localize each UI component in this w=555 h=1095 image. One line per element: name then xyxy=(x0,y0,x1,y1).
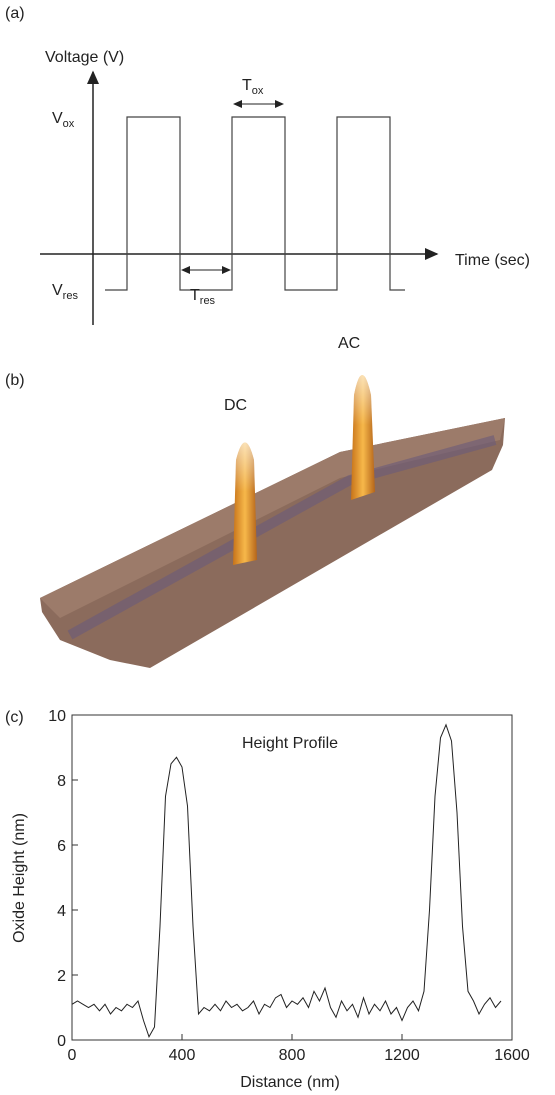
x-tick-label: 1600 xyxy=(494,1047,530,1064)
panel-c: (c) Height Profile Distance (nm) Oxide H… xyxy=(5,708,530,1091)
v-ox-label: Vox xyxy=(52,110,75,130)
ac-peak-shine xyxy=(351,375,375,500)
x-tick-label: 400 xyxy=(169,1047,196,1064)
x-tick-label: 800 xyxy=(279,1047,306,1064)
panel-label: (c) xyxy=(5,709,24,726)
panel-label: (b) xyxy=(5,372,25,389)
chart-title: Height Profile xyxy=(242,735,338,752)
ac-label: AC xyxy=(338,335,360,352)
base: V xyxy=(52,110,63,127)
v-res-label: Vres xyxy=(52,282,78,302)
t-ox-label: Tox xyxy=(242,77,264,97)
figure: (a) Voltage (V) Time (sec) Vox Vres Tox … xyxy=(0,0,555,1095)
y-tick-label: 0 xyxy=(57,1033,66,1050)
sub: ox xyxy=(252,85,264,97)
sub: res xyxy=(63,290,79,302)
panel-b: (b) DC AC xyxy=(5,335,505,668)
base: T xyxy=(190,287,200,304)
base: T xyxy=(242,77,252,94)
sub: ox xyxy=(63,118,75,130)
dc-label: DC xyxy=(224,397,247,414)
base: V xyxy=(52,282,63,299)
y-tick-label: 6 xyxy=(57,838,66,855)
axis-label: Time (sec) xyxy=(455,252,530,269)
panel-label: (a) xyxy=(5,5,25,22)
dc-peak-shine xyxy=(233,443,257,566)
profile-line xyxy=(72,725,501,1037)
y-tick-label: 8 xyxy=(57,773,66,790)
x-tick-label: 1200 xyxy=(384,1047,420,1064)
sub: res xyxy=(200,295,216,307)
y-tick-label: 2 xyxy=(57,968,66,985)
y-tick-label: 10 xyxy=(48,708,66,725)
axis-label: Voltage (V) xyxy=(45,49,124,66)
y-axis-label: Oxide Height (nm) xyxy=(11,813,28,943)
panel-a: (a) Voltage (V) Time (sec) Vox Vres Tox … xyxy=(5,5,530,325)
square-wave xyxy=(105,117,405,290)
y-tick-label: 4 xyxy=(57,903,66,920)
plot-frame xyxy=(72,715,512,1040)
x-tick-label: 0 xyxy=(68,1047,77,1064)
x-axis-label: Distance (nm) xyxy=(240,1074,340,1091)
